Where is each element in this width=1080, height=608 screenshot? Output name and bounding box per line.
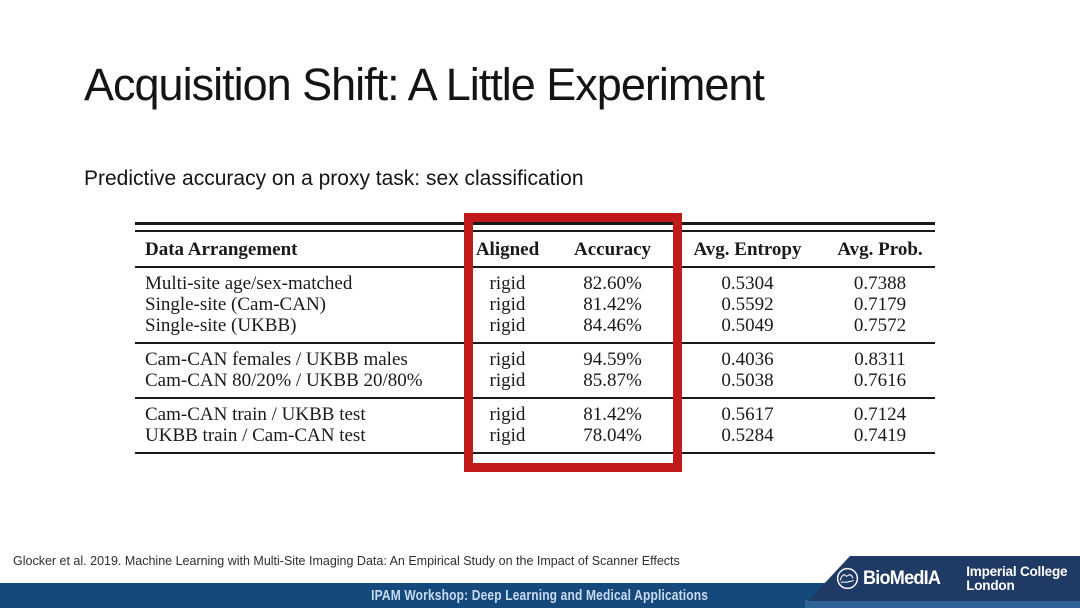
table-top-rule (135, 222, 935, 225)
cell-accuracy: 81.42% (583, 404, 642, 425)
cell-arrangement: Cam-CAN train / UKBB test (145, 404, 366, 425)
cell-accuracy: 82.60% (583, 273, 642, 294)
table-row: Single-site (Cam-CAN) rigid 81.42% 0.559… (135, 294, 935, 315)
cell-prob: 0.7616 (853, 370, 907, 391)
logo-plaque: BioMedIA Imperial College London (808, 556, 1080, 601)
imperial-college-line2: London (966, 577, 1015, 593)
table-row: Cam-CAN 80/20% / UKBB 20/80% rigid 85.87… (135, 370, 935, 398)
cell-entropy: 0.5304 (721, 273, 774, 294)
cell-prob: 0.7388 (853, 273, 907, 294)
cell-arrangement: Cam-CAN females / UKBB males (145, 349, 408, 370)
slide-subtitle: Predictive accuracy on a proxy task: sex… (84, 167, 584, 190)
cell-entropy: 0.5038 (721, 370, 774, 391)
cell-accuracy: 94.59% (583, 349, 642, 370)
imperial-college-line1: Imperial College (966, 563, 1068, 579)
cell-arrangement: Cam-CAN 80/20% / UKBB 20/80% (145, 370, 423, 391)
table-row: Cam-CAN train / UKBB test rigid 81.42% 0… (135, 398, 935, 425)
cell-prob: 0.7124 (853, 404, 907, 425)
cell-aligned: rigid (489, 425, 526, 446)
cell-prob: 0.8311 (854, 349, 906, 370)
cell-arrangement: UKBB train / Cam-CAN test (145, 425, 366, 446)
cell-accuracy: 84.46% (583, 315, 642, 336)
table-row: Multi-site age/sex-matched rigid 82.60% … (135, 267, 935, 294)
cell-entropy: 0.5284 (721, 425, 774, 446)
cell-arrangement: Single-site (Cam-CAN) (145, 294, 327, 315)
cell-accuracy: 81.42% (583, 294, 642, 315)
citation-text: Glocker et al. 2019. Machine Learning wi… (13, 554, 680, 568)
biomedia-wordmark: BioMedIA (863, 567, 941, 589)
results-table: Data Arrangement Aligned Accuracy Avg. E… (135, 222, 935, 454)
table-row: Cam-CAN females / UKBB males rigid 94.59… (135, 343, 935, 370)
cell-aligned: rigid (489, 273, 526, 294)
table-row: UKBB train / Cam-CAN test rigid 78.04% 0… (135, 425, 935, 453)
col-header-aligned: Aligned (475, 239, 540, 260)
table-header-row: Data Arrangement Aligned Accuracy Avg. E… (135, 231, 935, 267)
highlight-box (464, 213, 682, 472)
cell-aligned: rigid (489, 315, 526, 336)
cell-accuracy: 85.87% (583, 370, 642, 391)
cell-prob: 0.7179 (853, 294, 907, 315)
cell-prob: 0.7572 (853, 315, 907, 336)
col-header-accuracy: Accuracy (573, 239, 652, 260)
table-group-2: Cam-CAN females / UKBB males rigid 94.59… (135, 343, 935, 398)
col-header-data-arrangement: Data Arrangement (145, 239, 298, 260)
cell-prob: 0.7419 (853, 425, 907, 446)
imperial-college-logo: Imperial College London (966, 563, 1068, 593)
table-group-1: Multi-site age/sex-matched rigid 82.60% … (135, 267, 935, 343)
col-header-avg-entropy: Avg. Entropy (693, 239, 802, 260)
cell-entropy: 0.5592 (721, 294, 774, 315)
table-row: Single-site (UKBB) rigid 84.46% 0.5049 0… (135, 315, 935, 343)
cell-entropy: 0.4036 (721, 349, 774, 370)
biomedia-logo: BioMedIA (836, 567, 944, 590)
cell-arrangement: Multi-site age/sex-matched (145, 273, 353, 294)
page-title: Acquisition Shift: A Little Experiment (84, 59, 765, 110)
col-header-avg-prob: Avg. Prob. (837, 239, 923, 260)
cell-arrangement: Single-site (UKBB) (145, 315, 297, 336)
footer-workshop-title: IPAM Workshop: Deep Learning and Medical… (371, 587, 709, 604)
biomedia-brain-icon (836, 567, 859, 590)
cell-accuracy: 78.04% (583, 425, 642, 446)
cell-entropy: 0.5617 (721, 404, 774, 425)
cell-aligned: rigid (489, 404, 526, 425)
footer-bar-accent-strip (805, 600, 1080, 608)
data-table: Data Arrangement Aligned Accuracy Avg. E… (135, 230, 935, 454)
table-group-3: Cam-CAN train / UKBB test rigid 81.42% 0… (135, 398, 935, 453)
cell-aligned: rigid (489, 370, 526, 391)
cell-entropy: 0.5049 (721, 315, 774, 336)
cell-aligned: rigid (489, 349, 526, 370)
cell-aligned: rigid (489, 294, 526, 315)
